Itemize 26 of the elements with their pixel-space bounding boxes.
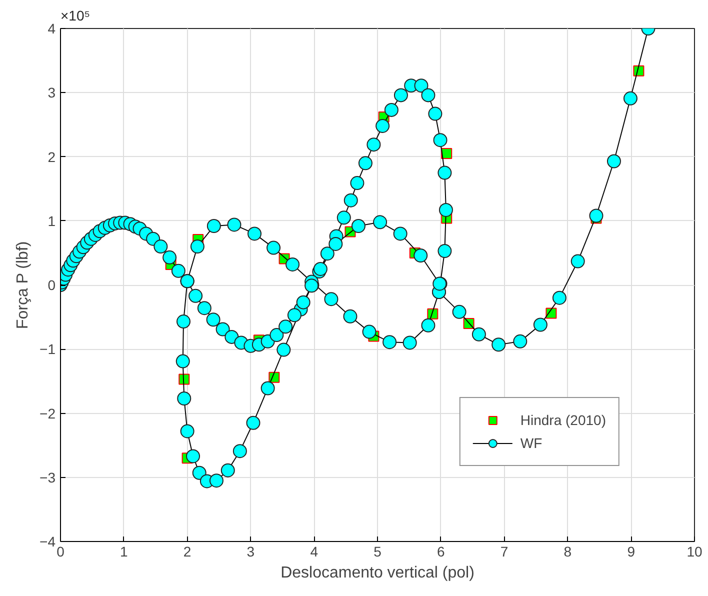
x-tick-label: 4 [310, 544, 318, 560]
text: ×10⁵ [60, 8, 90, 24]
x-axis-title: Deslocamento vertical (pol) [280, 564, 474, 582]
x-tick-label: 1 [120, 544, 128, 560]
y-tick-label: 4 [48, 20, 56, 36]
x-tick-label: 7 [500, 544, 508, 560]
y-tick-label: −2 [40, 405, 56, 422]
x-tick-label: 8 [564, 544, 572, 560]
y-axis-title: Força P (lbf) [14, 241, 32, 330]
y-tick-label: 1 [48, 212, 56, 229]
y-tick-label: −1 [40, 341, 56, 358]
x-tick-label: 10 [686, 544, 702, 560]
y-tick-label: −3 [40, 469, 56, 486]
x-tick-label: 9 [627, 544, 636, 560]
x-tick-label: 2 [183, 544, 192, 560]
y-tick-label: 0 [48, 277, 56, 293]
y-tick-label: 2 [48, 148, 56, 165]
point [178, 374, 190, 385]
legend-label: WF [520, 435, 542, 451]
x-tick-label: 5 [374, 544, 382, 560]
x-tick-label: 6 [437, 544, 446, 560]
x-tick-label: 3 [246, 544, 255, 560]
y-tick-label: −4 [40, 534, 56, 550]
point [441, 148, 452, 160]
legend-label: Hindra (2010) [520, 412, 606, 428]
y-tick-label: 3 [48, 84, 56, 101]
